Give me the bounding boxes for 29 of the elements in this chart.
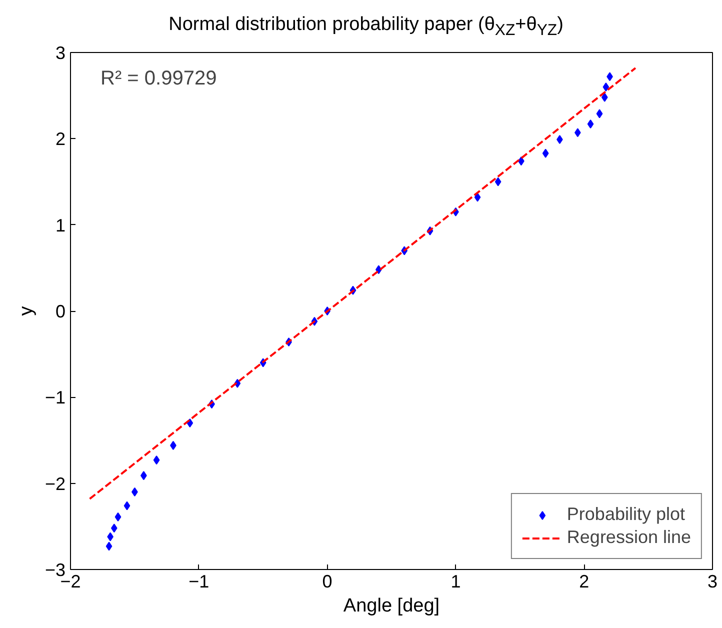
- point: [542, 148, 549, 158]
- x-tick-label: −1: [188, 572, 210, 592]
- y-axis-title: y: [16, 306, 37, 316]
- x-axis-title: Angle [deg]: [343, 596, 440, 616]
- x-tick-label: 1: [450, 572, 461, 592]
- x-tick-label: 0: [322, 572, 332, 592]
- point: [494, 177, 502, 186]
- x-tick-label: 3: [707, 572, 718, 592]
- point: [114, 512, 122, 522]
- point: [153, 456, 160, 465]
- y-tick-label: 1: [55, 215, 66, 236]
- y-tick-label: 2: [55, 129, 66, 150]
- point: [110, 524, 118, 533]
- point: [601, 92, 608, 102]
- point: [106, 542, 112, 551]
- point: [124, 501, 130, 510]
- annotation: R² = 0.99729: [100, 68, 217, 90]
- legend-label: Probability plot: [566, 504, 685, 525]
- point: [587, 120, 594, 129]
- chart-title: Normal distribution probability paper (θ$_{XZ}$+θ$_{YZ}$): [168, 13, 564, 41]
- y-tick-label: 3: [55, 43, 66, 63]
- point: [474, 192, 481, 202]
- point: [602, 82, 610, 92]
- x-tick-label: 2: [579, 572, 590, 592]
- y-tick-label: −1: [44, 388, 66, 408]
- point: [596, 109, 603, 118]
- y-tick-label: −2: [44, 474, 66, 494]
- legend-label: Regression line: [566, 527, 691, 548]
- y-tick-label: 0: [55, 302, 66, 322]
